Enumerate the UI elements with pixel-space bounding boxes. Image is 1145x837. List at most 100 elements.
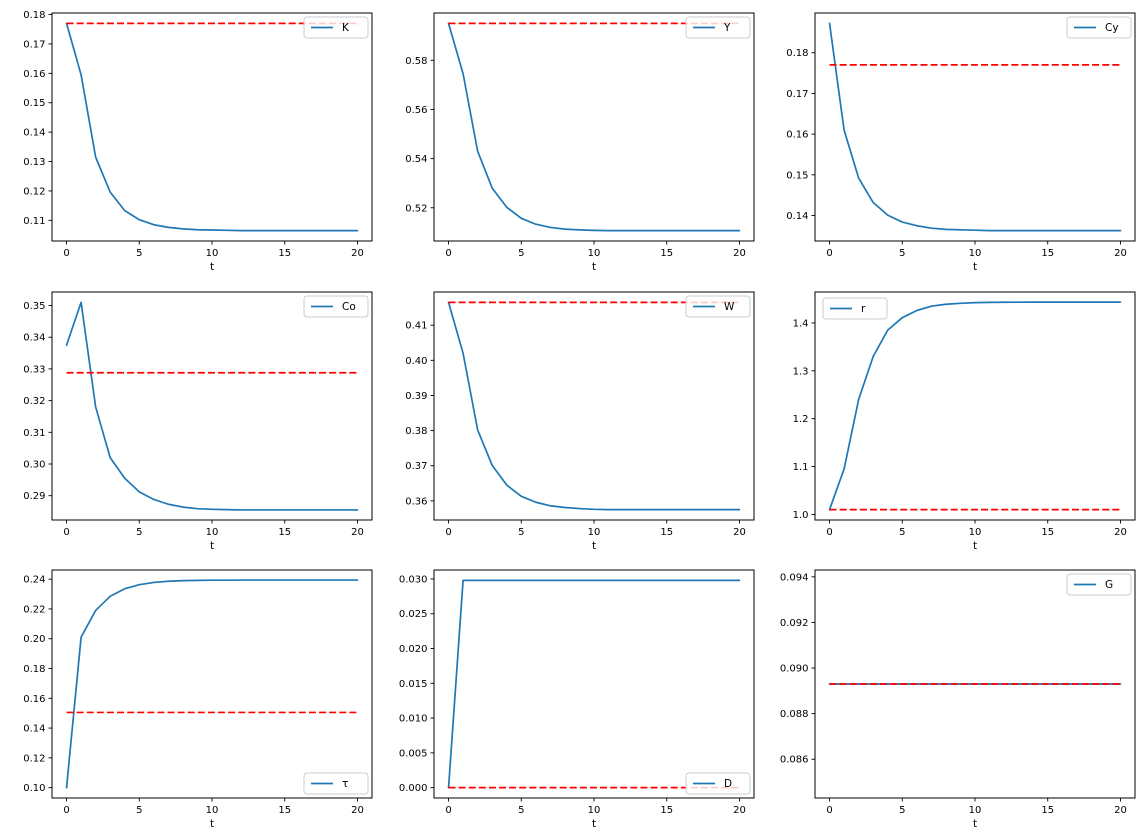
legend-label-W: W <box>724 301 735 313</box>
svg-text:0.33: 0.33 <box>23 364 45 375</box>
svg-text:1.3: 1.3 <box>793 366 809 377</box>
svg-text:0.16: 0.16 <box>786 129 808 140</box>
svg-text:0.094: 0.094 <box>780 572 809 583</box>
svg-text:0.18: 0.18 <box>23 664 45 675</box>
svg-text:0.56: 0.56 <box>405 104 427 115</box>
legend-label-K: K <box>342 22 350 34</box>
svg-text:0.025: 0.025 <box>398 609 427 620</box>
x-axis-label: t <box>209 261 213 273</box>
svg-text:0: 0 <box>445 248 451 259</box>
legend-label-Cy: Cy <box>1105 22 1119 34</box>
y-axis-ticks: 0.10 0.12 0.14 0.16 0.18 0.20 0.22 0.24 <box>23 575 52 794</box>
svg-text:20: 20 <box>733 527 746 538</box>
svg-text:15: 15 <box>1041 248 1054 259</box>
subplot-cell-Cy: 0.14 0.15 0.16 0.17 0.18 0 5 10 15 20 t Cy <box>764 0 1145 280</box>
svg-text:0.086: 0.086 <box>780 755 809 766</box>
svg-text:20: 20 <box>351 248 364 259</box>
x-axis-label: t <box>591 818 595 830</box>
svg-text:1.0: 1.0 <box>793 509 809 520</box>
svg-text:0: 0 <box>826 527 832 538</box>
axes-frame <box>814 12 1136 241</box>
y-axis-ticks: 0.000 0.005 0.010 0.015 0.020 0.025 0.030 <box>398 574 434 794</box>
x-axis-ticks: 0 5 10 15 20 <box>63 519 364 538</box>
svg-text:0.15: 0.15 <box>786 170 808 181</box>
subplot-D: 0.000 0.005 0.010 0.015 0.020 0.025 0.030 0 5 10 1… <box>398 569 754 830</box>
y-axis-ticks: 0.36 0.37 0.38 0.39 0.40 0.41 <box>405 320 434 507</box>
svg-text:5: 5 <box>899 805 905 816</box>
svg-text:0.020: 0.020 <box>398 644 427 655</box>
x-axis-label: t <box>591 540 595 552</box>
svg-text:10: 10 <box>587 805 600 816</box>
legend-label-tau: τ <box>342 778 348 790</box>
series-line-Co <box>65 301 358 511</box>
legend-r: r <box>822 297 888 319</box>
legend-Cy: Cy <box>1066 16 1132 38</box>
svg-text:0.20: 0.20 <box>23 634 45 645</box>
axes-frame <box>51 569 372 799</box>
svg-text:20: 20 <box>1114 248 1127 259</box>
svg-text:15: 15 <box>1041 527 1054 538</box>
svg-text:15: 15 <box>278 248 291 259</box>
subplot-cell-Co: 0.29 0.30 0.31 0.32 0.33 0.34 0.35 0 5 10 15 20 t Co <box>0 280 382 558</box>
svg-text:0.005: 0.005 <box>398 748 427 759</box>
svg-text:10: 10 <box>205 527 218 538</box>
svg-text:20: 20 <box>351 805 364 816</box>
svg-text:1.4: 1.4 <box>793 318 809 329</box>
series-line-W <box>447 301 740 510</box>
svg-text:15: 15 <box>660 248 673 259</box>
y-axis-ticks: 1.0 1.1 1.2 1.3 1.4 <box>793 318 815 520</box>
svg-text:0.31: 0.31 <box>23 427 45 438</box>
svg-text:20: 20 <box>733 248 746 259</box>
y-axis-ticks: 0.14 0.15 0.16 0.17 0.18 <box>786 48 815 222</box>
svg-text:0.58: 0.58 <box>405 55 427 66</box>
svg-text:0.24: 0.24 <box>23 575 45 586</box>
svg-text:0.12: 0.12 <box>23 753 45 764</box>
svg-text:0.30: 0.30 <box>23 459 45 470</box>
svg-text:5: 5 <box>518 805 524 816</box>
svg-text:0: 0 <box>63 248 69 259</box>
legend-label-G: G <box>1105 579 1113 591</box>
legend-tau: τ <box>303 772 368 795</box>
y-axis-ticks: 0.52 0.54 0.56 0.58 <box>405 55 434 214</box>
x-axis-label: t <box>973 261 977 273</box>
legend-Y: Y <box>685 16 750 38</box>
subplot-cell-G: 0.086 0.088 0.090 0.092 0.094 0 5 10 15 20 t G <box>764 558 1145 837</box>
subplot-Y: 0.52 0.54 0.56 0.58 0 5 10 15 20 t Y <box>405 12 754 273</box>
svg-text:0.36: 0.36 <box>405 496 427 507</box>
svg-text:1.1: 1.1 <box>793 462 809 473</box>
subplot-Cy: 0.14 0.15 0.16 0.17 0.18 0 5 10 15 20 t Cy <box>786 12 1136 273</box>
svg-text:0.14: 0.14 <box>23 724 45 735</box>
subplot-K: 0.11 0.12 0.13 0.14 0.15 0.16 0.17 0.18 0 5 10 15 20… <box>23 10 372 273</box>
svg-text:0.10: 0.10 <box>23 783 45 794</box>
axes-frame <box>433 569 754 799</box>
subplot-cell-r: 1.0 1.1 1.2 1.3 1.4 0 5 10 15 20 t r <box>764 280 1145 558</box>
svg-text:10: 10 <box>587 248 600 259</box>
axes-frame <box>433 291 754 520</box>
svg-text:0.12: 0.12 <box>23 186 45 197</box>
svg-text:0: 0 <box>826 805 832 816</box>
legend-G: G <box>1066 573 1132 596</box>
svg-text:20: 20 <box>351 527 364 538</box>
svg-text:0.14: 0.14 <box>786 211 808 222</box>
svg-text:5: 5 <box>899 248 905 259</box>
svg-text:0.17: 0.17 <box>786 88 808 99</box>
svg-text:0: 0 <box>445 805 451 816</box>
svg-text:0.22: 0.22 <box>23 604 45 615</box>
svg-text:0.14: 0.14 <box>23 127 45 138</box>
svg-text:15: 15 <box>660 527 673 538</box>
svg-text:0.35: 0.35 <box>23 301 45 312</box>
svg-text:0.40: 0.40 <box>405 355 427 366</box>
legend-label-D: D <box>724 778 732 790</box>
svg-text:0.17: 0.17 <box>23 39 45 50</box>
svg-text:0.39: 0.39 <box>405 390 427 401</box>
svg-text:0.092: 0.092 <box>780 618 809 629</box>
legend-D: D <box>685 772 750 795</box>
svg-text:0.000: 0.000 <box>398 783 427 794</box>
svg-text:5: 5 <box>136 805 142 816</box>
x-axis-ticks: 0 5 10 15 20 <box>445 240 746 259</box>
series-line-Cy <box>828 22 1122 231</box>
svg-text:0.16: 0.16 <box>23 694 45 705</box>
svg-text:10: 10 <box>969 527 982 538</box>
svg-text:0.015: 0.015 <box>398 679 427 690</box>
